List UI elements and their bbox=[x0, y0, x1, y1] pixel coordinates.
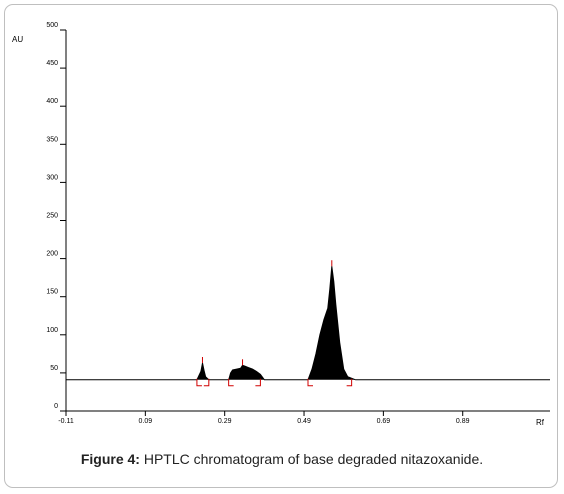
figure-frame bbox=[4, 4, 558, 488]
caption-text: HPTLC chromatogram of base degraded nita… bbox=[139, 451, 484, 467]
x-tick-label: 0.89 bbox=[456, 418, 470, 425]
y-tick-label: 50 bbox=[50, 365, 58, 372]
figure-caption: Figure 4: HPTLC chromatogram of base deg… bbox=[0, 451, 564, 467]
x-tick-label: 0.49 bbox=[297, 418, 311, 425]
y-tick-label: 200 bbox=[46, 251, 58, 258]
x-tick-label: -0.11 bbox=[58, 418, 74, 425]
peak-boundary-marker bbox=[255, 378, 261, 387]
y-tick-label: 150 bbox=[46, 289, 58, 296]
y-tick-label: 300 bbox=[46, 174, 58, 181]
chromatogram-chart: 0 50 100 150 200 250 300 350 400 450 500 -0.11 0.09 0… bbox=[12, 22, 550, 427]
y-axis-label: AU bbox=[12, 35, 23, 44]
y-tick-label: 100 bbox=[46, 327, 58, 334]
y-tick-label: 500 bbox=[46, 22, 58, 29]
y-tick-label: 400 bbox=[46, 98, 58, 105]
peak-boundary-marker bbox=[203, 378, 210, 387]
peak-area bbox=[66, 266, 550, 380]
y-tick-label: 450 bbox=[46, 60, 58, 67]
x-axis-label: Rf bbox=[536, 418, 545, 427]
peak-boundary-marker bbox=[228, 378, 234, 387]
x-tick-label: 0.69 bbox=[377, 418, 391, 425]
y-tick-label: 250 bbox=[46, 213, 58, 220]
caption-label: Figure 4: bbox=[80, 451, 140, 467]
y-tick-label: 0 bbox=[54, 403, 58, 410]
x-tick-label: 0.29 bbox=[218, 418, 232, 425]
axes: 0 50 100 150 200 250 300 350 400 450 500 -0.11 0.09 0… bbox=[12, 22, 550, 427]
y-tick-label: 350 bbox=[46, 136, 58, 143]
trace-line bbox=[66, 266, 550, 381]
plot-area bbox=[66, 260, 550, 387]
peak-boundary-marker bbox=[307, 378, 313, 387]
peak-boundary-marker bbox=[196, 378, 202, 387]
x-tick-label: 0.09 bbox=[139, 418, 153, 425]
peak-boundary-marker bbox=[346, 378, 353, 387]
